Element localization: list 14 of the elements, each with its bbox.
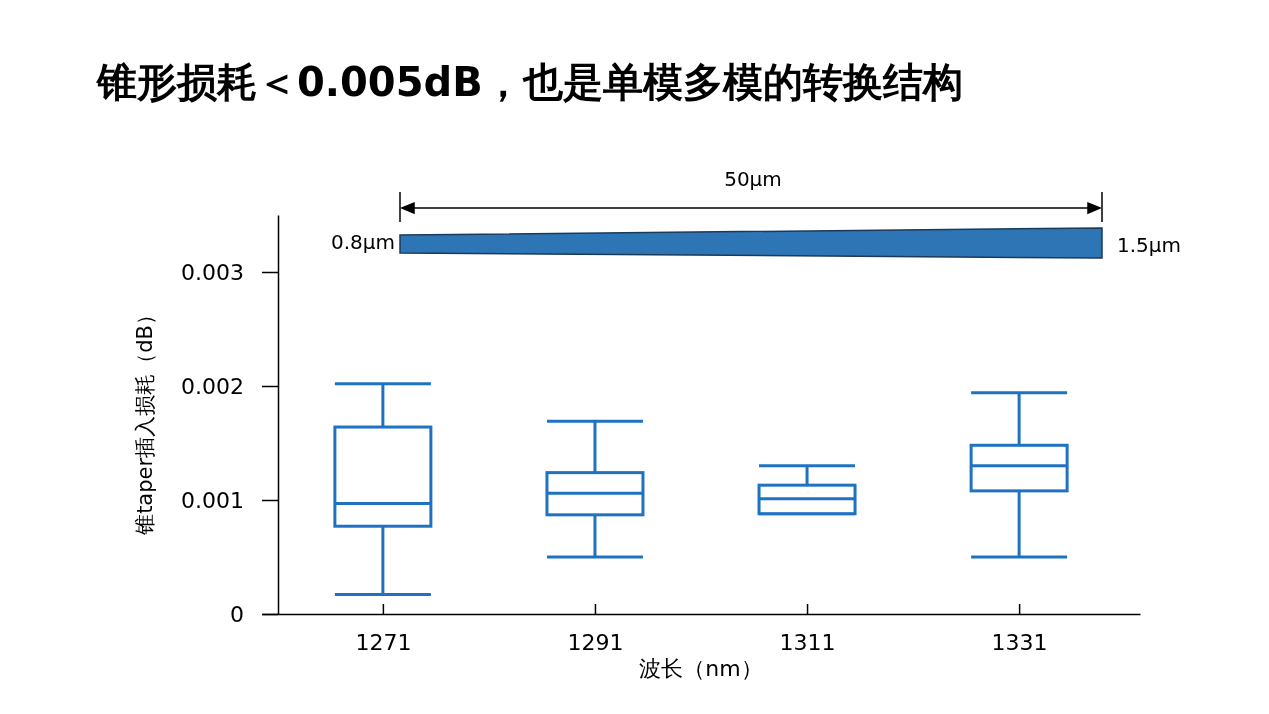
y-axis-title: 锥taper插入损耗（dB） [133,304,157,536]
y-tick-label: 0.002 [181,373,244,399]
y-tick-label: 0.001 [181,487,244,513]
x-tick-label: 1291 [567,629,624,655]
text: 50μm [724,167,782,191]
y-tick-label: 0.003 [181,259,244,285]
chart-title: 锥形损耗＜0.005dB，也是单模多模的转换结构 [95,59,963,105]
annotation: 0.8μm [330,230,395,254]
x-tick-label: 1271 [355,629,412,655]
x-tick-label: 1311 [779,629,836,655]
x-tick-label: 1331 [991,629,1048,655]
x-axis-title: 波长（nm） [639,656,763,681]
y-tick-label: 0 [230,601,244,627]
annotation: 1.5μm [1117,233,1182,257]
